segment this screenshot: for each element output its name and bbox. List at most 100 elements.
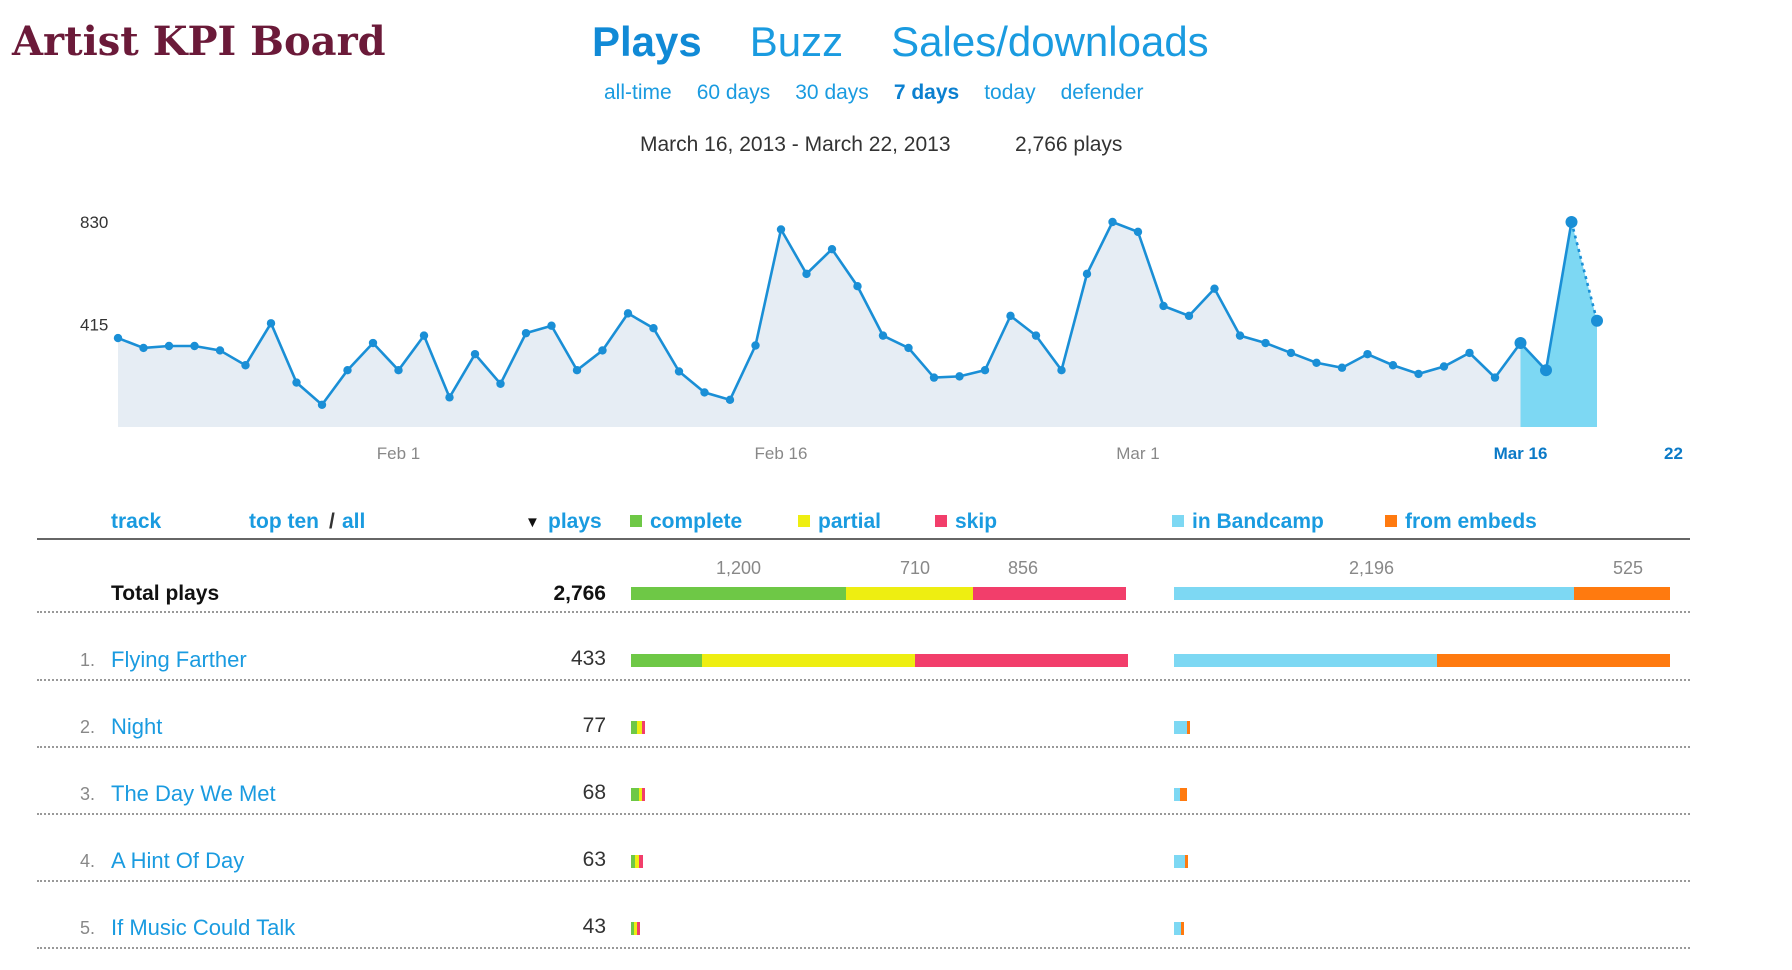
track-link[interactable]: Flying Farther (111, 647, 247, 672)
filter-separator: / (329, 510, 335, 533)
bandcamp-swatch-icon (1172, 515, 1184, 527)
data-point (649, 324, 658, 333)
x-tick-label: Mar 1 (1116, 444, 1159, 463)
track-column-header[interactable]: track (111, 510, 162, 533)
data-point (368, 338, 378, 348)
track-rank: 3. (80, 784, 96, 804)
range-30-days[interactable]: 30 days (795, 81, 869, 104)
total-plays-label: Total plays (111, 582, 220, 605)
plays-column-header[interactable]: plays (548, 510, 602, 533)
complete-segment (631, 587, 846, 600)
row-divider (37, 947, 1690, 949)
bandcamp-segment (1174, 855, 1185, 868)
complete-segment (631, 788, 639, 801)
skip-segment (639, 855, 643, 868)
track-link[interactable]: The Day We Met (111, 781, 276, 806)
data-point (1210, 284, 1219, 293)
data-point (1591, 314, 1603, 327)
embeds-segment (1574, 587, 1670, 600)
total-plays-summary: 2,766 plays (1015, 133, 1123, 156)
bandcamp-total-label: 2,196 (1349, 558, 1395, 578)
range-today[interactable]: today (984, 81, 1036, 104)
complete-segment (631, 721, 637, 734)
partial-segment (702, 654, 915, 667)
completion-bar (631, 654, 1128, 667)
data-point (1235, 331, 1245, 340)
completion-bar (631, 721, 645, 734)
row-divider (37, 679, 1690, 681)
range-defender[interactable]: defender (1060, 81, 1144, 104)
plays-chart[interactable]: 830 415 Feb 1 Feb 16 Mar 1 Mar 16 22 (0, 190, 1792, 470)
embeds-segment (1437, 654, 1670, 667)
highlight-area (1520, 222, 1597, 427)
data-point (470, 349, 480, 359)
data-point (496, 379, 505, 388)
tab-buzz[interactable]: Buzz (749, 18, 844, 65)
header-divider (37, 538, 1690, 540)
range-7-days[interactable]: 7 days (893, 81, 960, 104)
data-point (623, 309, 633, 318)
data-point (445, 393, 454, 402)
data-point (164, 341, 174, 351)
data-point (1031, 331, 1041, 340)
table-header: track top ten / all ▼ plays complete par… (0, 510, 1700, 540)
data-point (980, 365, 990, 375)
skip-segment (637, 922, 640, 935)
partial-total-label: 710 (900, 558, 931, 578)
track-link[interactable]: If Music Could Talk (111, 915, 296, 940)
table-row: 1. Flying Farther 433 (0, 622, 1700, 682)
track-plays: 68 (582, 781, 606, 804)
app-title: Artist KPI Board (12, 18, 386, 65)
total-plays-row: 1,200 710 856 2,196 525 Total plays 2,76… (0, 548, 1700, 613)
data-point (266, 319, 276, 328)
data-point (572, 365, 582, 375)
data-point (1261, 338, 1270, 348)
row-divider (37, 813, 1690, 815)
data-point (1337, 363, 1347, 372)
data-point (955, 372, 964, 381)
partial-segment (634, 922, 637, 935)
main-tabs: Plays Buzz Sales/downloads (592, 18, 1257, 74)
chart-area (118, 222, 1597, 427)
tab-sales-downloads[interactable]: Sales/downloads (891, 18, 1209, 65)
data-point (929, 373, 939, 382)
sort-desc-icon: ▼ (525, 514, 540, 531)
skip-segment (973, 587, 1126, 600)
legend-skip: skip (935, 510, 997, 534)
total-completion-bar (631, 587, 1126, 600)
total-plays-value: 2,766 (553, 582, 606, 605)
skip-segment (642, 788, 645, 801)
complete-swatch-icon (630, 515, 642, 527)
source-bar (1174, 855, 1188, 868)
top-ten-filter[interactable]: top ten (249, 510, 319, 533)
legend-partial: partial (798, 510, 881, 534)
data-point (215, 346, 225, 355)
track-plays: 77 (582, 714, 606, 737)
embeds-swatch-icon (1385, 515, 1397, 527)
complete-segment (631, 855, 635, 868)
all-filter[interactable]: all (342, 510, 366, 533)
bandcamp-segment (1174, 922, 1181, 935)
data-point (1286, 348, 1296, 358)
completion-bar (631, 922, 640, 935)
data-point (598, 346, 607, 355)
data-point (1565, 216, 1578, 228)
source-bar (1174, 922, 1184, 935)
track-rank: 5. (80, 918, 96, 938)
track-link[interactable]: A Hint Of Day (111, 848, 245, 873)
range-all-time[interactable]: all-time (604, 81, 672, 104)
tab-plays[interactable]: Plays (592, 18, 702, 65)
range-60-days[interactable]: 60 days (696, 81, 771, 104)
legend-from-embeds: from embeds (1385, 510, 1537, 534)
row-divider (37, 611, 1690, 613)
data-point (776, 225, 786, 234)
source-bar (1174, 721, 1190, 734)
data-point (1133, 227, 1143, 237)
data-point (1414, 369, 1423, 379)
data-point (1363, 349, 1372, 359)
track-link[interactable]: Night (111, 714, 163, 739)
x-tick-label: Feb 16 (755, 444, 808, 463)
data-point (1108, 217, 1117, 227)
embeds-segment (1187, 721, 1190, 734)
x-tick-label: 22 (1664, 444, 1683, 463)
